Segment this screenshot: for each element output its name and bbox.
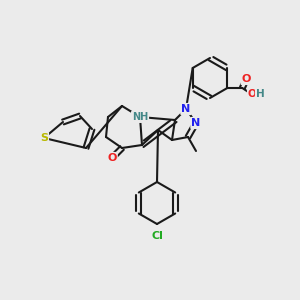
Text: H: H (256, 89, 265, 99)
Text: O: O (107, 153, 117, 163)
Text: N: N (191, 118, 201, 128)
Text: NH: NH (132, 112, 148, 122)
Text: O: O (242, 74, 251, 84)
Text: N: N (182, 104, 190, 114)
Text: O: O (248, 89, 257, 99)
Text: Cl: Cl (151, 231, 163, 241)
Text: S: S (40, 133, 48, 143)
